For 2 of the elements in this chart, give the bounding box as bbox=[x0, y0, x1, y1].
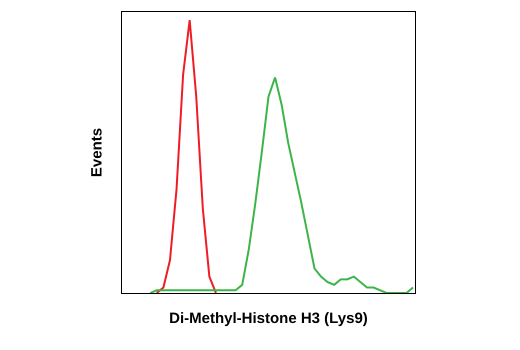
x-axis-title: Di-Methyl-Histone H3 (Lys9) bbox=[169, 310, 368, 327]
y-axis-title: Events bbox=[88, 128, 106, 178]
